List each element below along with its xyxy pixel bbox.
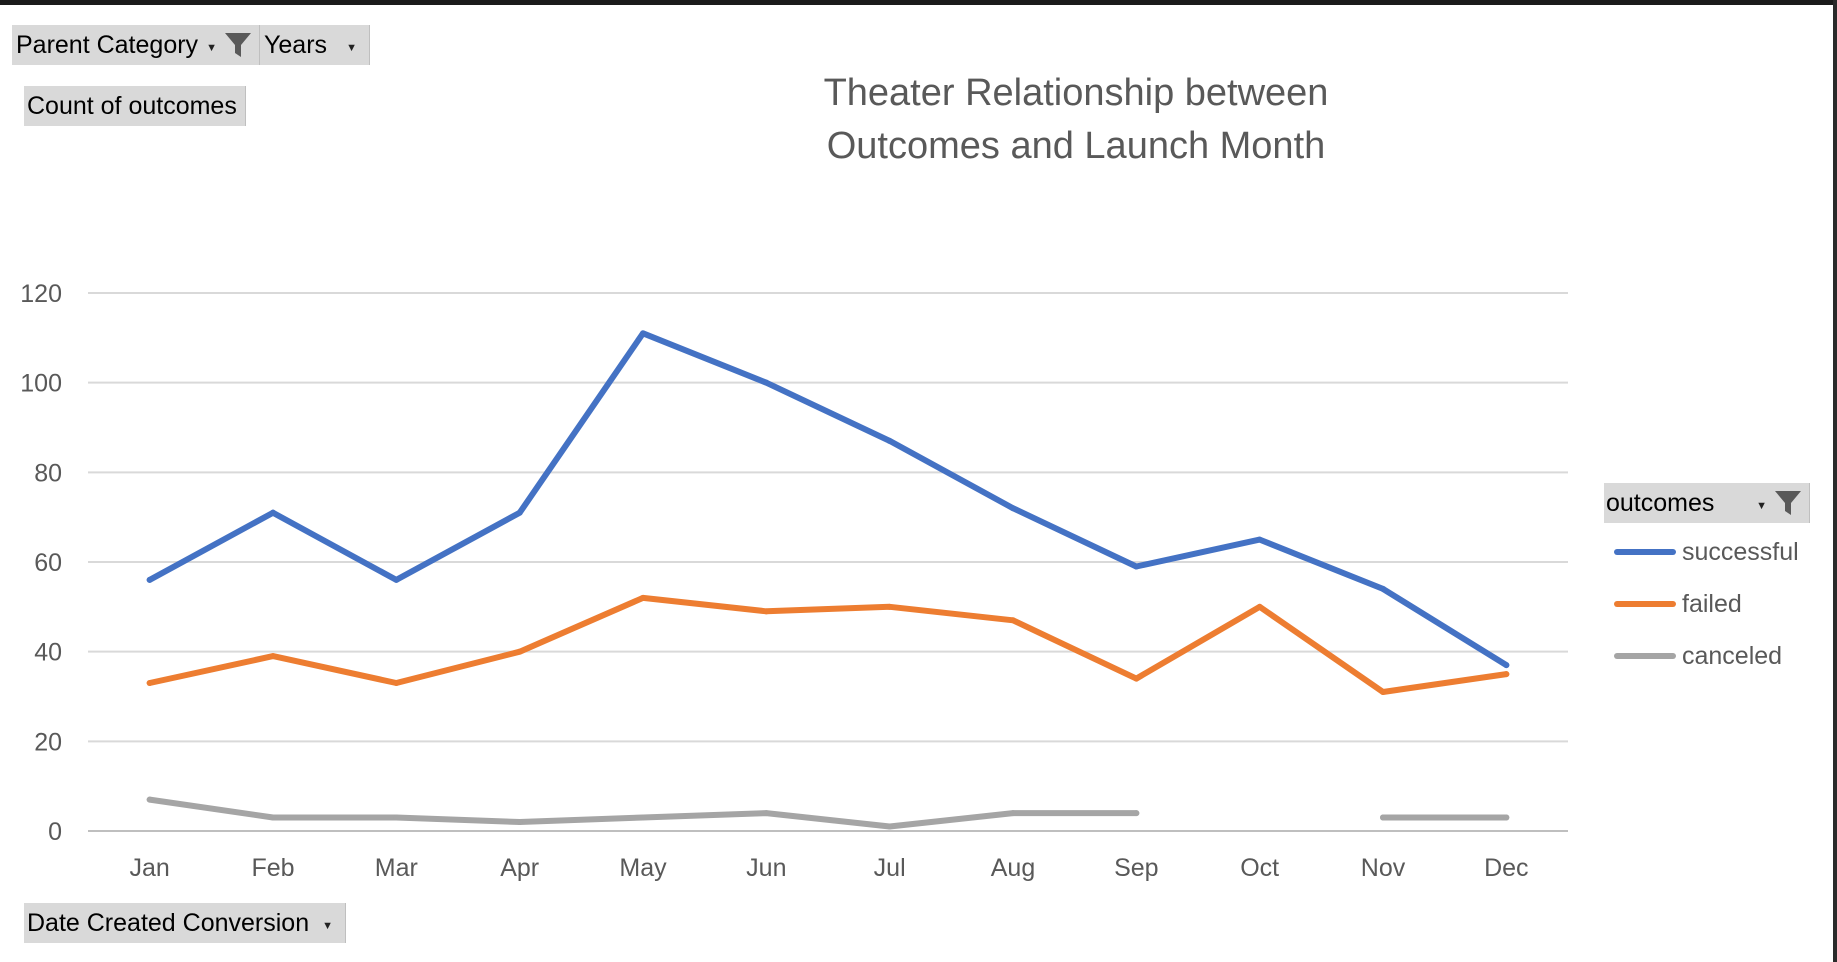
x-tick-label: Jun [746, 854, 786, 882]
data-point [763, 379, 770, 386]
data-point [1133, 563, 1140, 570]
data-point [640, 330, 646, 337]
legend-item: successful [1614, 537, 1799, 567]
data-point [886, 437, 893, 444]
data-point [1010, 617, 1016, 624]
data-point [1380, 814, 1386, 821]
window-right-border [1833, 0, 1837, 962]
series-line [146, 330, 1510, 669]
series-lines [146, 330, 1510, 830]
data-point [1133, 675, 1140, 682]
data-point [270, 509, 276, 516]
x-tick-label: Mar [375, 854, 418, 882]
filter-icon [1773, 488, 1803, 518]
filter-icon [223, 30, 253, 60]
y-tick-label: 0 [48, 818, 62, 846]
series-successful [146, 330, 1510, 669]
data-point [640, 594, 646, 601]
parent-category-filter-button[interactable]: Parent Category ▼ [12, 25, 260, 65]
date-created-conversion-label: Date Created Conversion [27, 908, 310, 937]
y-tick-label: 80 [34, 459, 62, 487]
years-label: Years [264, 30, 328, 59]
x-tick-label: Aug [991, 854, 1035, 882]
x-tick-label: Oct [1240, 854, 1279, 882]
x-tick-label: Jul [874, 854, 906, 882]
x-axis: Jan Feb Mar Apr May Jun Jul Aug Sep Oct Nov Dec [130, 854, 1529, 882]
data-point [146, 796, 153, 803]
legend-swatch [1614, 601, 1676, 607]
data-point [270, 653, 276, 660]
data-point [516, 648, 523, 655]
legend-label: failed [1682, 589, 1742, 618]
data-point [1380, 585, 1386, 592]
data-point [516, 819, 523, 826]
data-point [146, 576, 153, 583]
data-point [393, 680, 400, 687]
data-point [516, 509, 523, 516]
data-point [393, 576, 400, 583]
x-tick-label: May [619, 854, 667, 882]
legend-label: canceled [1682, 641, 1783, 670]
data-point [763, 810, 770, 817]
x-tick-label: Jan [130, 854, 170, 882]
y-tick-label: 20 [34, 728, 62, 756]
x-tick-label: Sep [1114, 854, 1158, 882]
y-axis: 0 20 40 60 80 100 120 [20, 280, 62, 846]
chart-title: Theater Relationship between Outcomes an… [824, 72, 1329, 167]
legend-item: failed [1614, 589, 1742, 619]
legend-item: canceled [1614, 641, 1782, 671]
chart-title-line: Theater Relationship between [824, 72, 1329, 114]
series-failed [146, 594, 1510, 696]
x-tick-label: Feb [251, 854, 294, 882]
y-tick-label: 40 [34, 639, 62, 667]
series-line [146, 594, 1510, 695]
data-point [1503, 814, 1510, 821]
x-tick-label: Dec [1484, 854, 1528, 882]
outcomes-label: outcomes [1606, 488, 1715, 517]
legend-swatch [1614, 653, 1676, 659]
data-point [886, 603, 893, 610]
data-point [1380, 689, 1386, 696]
data-point [146, 680, 153, 687]
window-top-border [0, 0, 1837, 5]
data-point [1256, 536, 1263, 543]
y-tick-label: 100 [20, 370, 62, 398]
y-tick-label: 120 [20, 280, 62, 308]
data-point [1256, 603, 1263, 610]
x-tick-label: Apr [500, 854, 539, 882]
data-point [763, 608, 770, 615]
date-created-conversion-button[interactable]: Date Created Conversion ▼ [24, 903, 346, 943]
chevron-down-icon: ▼ [346, 42, 357, 54]
outcomes-legend-filter-button[interactable]: outcomes ▼ [1604, 483, 1810, 523]
data-point [1503, 662, 1510, 669]
chevron-down-icon: ▼ [322, 920, 333, 932]
count-of-outcomes-label: Count of outcomes [27, 91, 237, 120]
data-point [1503, 671, 1510, 678]
chevron-down-icon: ▼ [206, 42, 217, 54]
parent-category-label: Parent Category [16, 30, 199, 59]
data-point [1010, 505, 1016, 512]
years-filter-button[interactable]: Years ▼ [260, 25, 370, 65]
data-point [270, 814, 276, 821]
gridlines [88, 292, 1568, 832]
data-point [393, 814, 400, 821]
chevron-down-icon: ▼ [1756, 500, 1767, 512]
x-tick-label: Nov [1361, 854, 1406, 882]
data-point [1133, 810, 1140, 817]
data-point [1010, 810, 1016, 817]
legend-label: successful [1682, 537, 1799, 566]
data-point [886, 823, 893, 830]
series-line [146, 796, 1140, 830]
legend-swatch [1614, 549, 1676, 555]
data-point [640, 814, 646, 821]
chart-title-line: Outcomes and Launch Month [827, 125, 1326, 167]
count-of-outcomes-button[interactable]: Count of outcomes [24, 86, 246, 126]
series-canceled [146, 796, 1510, 830]
y-tick-label: 60 [34, 549, 62, 577]
